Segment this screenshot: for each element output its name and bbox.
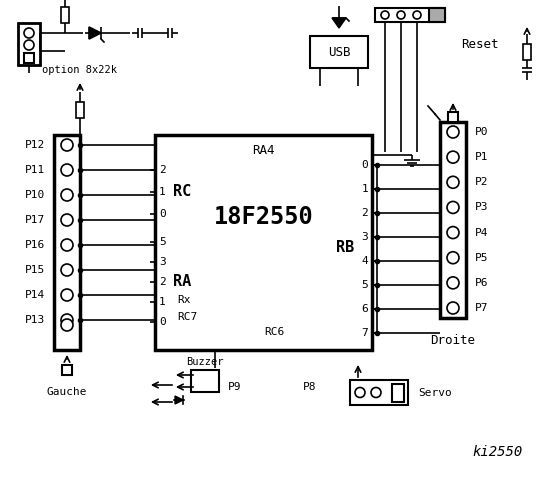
Text: P7: P7 — [475, 303, 488, 313]
Circle shape — [447, 151, 459, 163]
Circle shape — [447, 227, 459, 239]
Text: RC: RC — [173, 184, 191, 200]
Circle shape — [61, 139, 73, 151]
Circle shape — [371, 387, 381, 397]
Text: P9: P9 — [228, 382, 242, 392]
Text: 3: 3 — [361, 232, 368, 242]
Bar — [191, 370, 219, 392]
Text: 1: 1 — [361, 184, 368, 194]
Text: 2: 2 — [159, 277, 166, 287]
Circle shape — [447, 126, 459, 138]
Text: USB: USB — [328, 46, 350, 59]
Text: RA: RA — [173, 275, 191, 289]
Text: 2: 2 — [361, 208, 368, 218]
Text: 18F2550: 18F2550 — [213, 204, 314, 228]
Text: Droite: Droite — [430, 334, 476, 347]
Text: P11: P11 — [25, 165, 45, 175]
Text: RC7: RC7 — [177, 312, 197, 322]
Bar — [18, 23, 40, 65]
Bar — [392, 384, 404, 402]
Text: RB: RB — [336, 240, 354, 254]
Text: P16: P16 — [25, 240, 45, 250]
Bar — [61, 7, 69, 23]
Text: P4: P4 — [475, 228, 488, 238]
Text: 0: 0 — [159, 209, 166, 219]
Bar — [350, 380, 408, 405]
Bar — [429, 8, 445, 22]
Circle shape — [397, 11, 405, 19]
Text: P2: P2 — [475, 177, 488, 187]
Circle shape — [61, 164, 73, 176]
Text: 4: 4 — [361, 256, 368, 266]
Circle shape — [61, 289, 73, 301]
Text: 0: 0 — [361, 160, 368, 170]
Text: Reset: Reset — [462, 37, 499, 50]
Text: P3: P3 — [475, 203, 488, 213]
Text: P14: P14 — [25, 290, 45, 300]
Polygon shape — [89, 27, 101, 39]
Circle shape — [61, 264, 73, 276]
Text: 7: 7 — [361, 328, 368, 338]
Bar — [375, 8, 445, 22]
Circle shape — [24, 28, 34, 38]
Circle shape — [447, 277, 459, 289]
Circle shape — [61, 214, 73, 226]
Bar — [448, 112, 458, 122]
Text: P6: P6 — [475, 278, 488, 288]
Text: Servo: Servo — [418, 387, 452, 397]
Text: ki2550: ki2550 — [473, 445, 523, 459]
Circle shape — [413, 11, 421, 19]
Text: P13: P13 — [25, 315, 45, 325]
Text: P8: P8 — [303, 382, 317, 392]
Text: 0: 0 — [159, 317, 166, 327]
Text: Rx: Rx — [177, 295, 190, 305]
Text: P1: P1 — [475, 152, 488, 162]
Text: RA4: RA4 — [252, 144, 275, 156]
Bar — [24, 53, 34, 63]
Bar — [440, 122, 466, 318]
Bar — [62, 365, 72, 375]
Circle shape — [61, 314, 73, 326]
Polygon shape — [175, 396, 183, 404]
Text: Gauche: Gauche — [47, 387, 87, 397]
Bar — [310, 36, 368, 68]
Circle shape — [447, 252, 459, 264]
Polygon shape — [332, 18, 346, 28]
Bar — [523, 44, 531, 60]
Text: Buzzer: Buzzer — [186, 357, 224, 367]
Circle shape — [447, 202, 459, 214]
Text: 2: 2 — [159, 165, 166, 175]
Bar — [155, 135, 372, 350]
Text: P0: P0 — [475, 127, 488, 137]
Text: P10: P10 — [25, 190, 45, 200]
Text: 3: 3 — [159, 257, 166, 267]
Circle shape — [447, 176, 459, 188]
Circle shape — [355, 387, 365, 397]
Text: P12: P12 — [25, 140, 45, 150]
Circle shape — [381, 11, 389, 19]
Circle shape — [24, 40, 34, 50]
Text: 1: 1 — [159, 297, 166, 307]
Text: P15: P15 — [25, 265, 45, 275]
Text: option 8x22k: option 8x22k — [43, 65, 117, 75]
Circle shape — [61, 189, 73, 201]
Circle shape — [61, 319, 73, 331]
Text: 6: 6 — [361, 304, 368, 314]
Text: P17: P17 — [25, 215, 45, 225]
Circle shape — [447, 302, 459, 314]
Circle shape — [61, 239, 73, 251]
Text: RC6: RC6 — [264, 327, 284, 337]
Bar — [76, 102, 84, 118]
Text: 5: 5 — [361, 280, 368, 290]
Text: P5: P5 — [475, 252, 488, 263]
Bar — [54, 135, 80, 350]
Text: 5: 5 — [159, 237, 166, 247]
Text: 1: 1 — [159, 187, 166, 197]
